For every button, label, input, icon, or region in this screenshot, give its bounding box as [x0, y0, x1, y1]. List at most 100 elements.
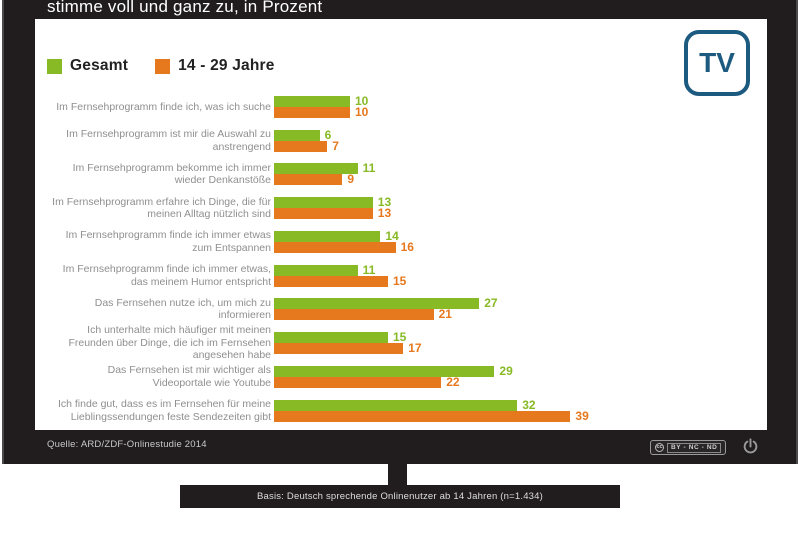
chart-row: Das Fernsehen ist mir wichtiger als Vide… [47, 360, 759, 394]
tv-stand-base: Basis: Deutsch sprechende Onlinenutzer a… [180, 485, 620, 508]
value-label: 29 [499, 363, 513, 378]
category-label: Ich finde gut, dass es im Fernsehen für … [57, 398, 271, 423]
bar-pair: 11 15 [274, 262, 407, 288]
value-label: 14 [385, 228, 399, 243]
legend-label: 14 - 29 Jahre [178, 57, 275, 74]
chart-row: Im Fernsehprogramm bekomme ich immer wie… [47, 158, 759, 192]
value-label: 27 [484, 296, 498, 311]
cc-icon: cc [655, 443, 664, 452]
value-label: 11 [362, 262, 376, 277]
tv-logo-text: TV [699, 47, 735, 78]
category-label: Im Fernsehprogramm bekomme ich immer wie… [72, 161, 271, 187]
legend-item-14-29-jahre: 14 - 29 Jahre [155, 57, 275, 75]
value-label: 7 [332, 138, 339, 153]
legend-item-gesamt: Gesamt [47, 57, 128, 75]
bar-pair: 15 17 [274, 330, 422, 356]
value-label: 15 [393, 330, 407, 345]
bar-gesamt [274, 332, 388, 344]
value-label: 13 [377, 195, 392, 210]
bar-gesamt [274, 365, 495, 377]
bar-line: 10 [274, 104, 369, 119]
page-title: stimme voll und ganz zu, in Prozent [47, 0, 323, 16]
category-label: Im Fernsehprogramm finde ich immer etwas… [65, 229, 271, 254]
cc-license-badge[interactable]: cc BY - NC - ND [650, 440, 727, 455]
bar-14-29-jahre [274, 241, 396, 253]
value-label: 16 [400, 239, 414, 254]
value-label: 9 [347, 172, 355, 187]
bar-line: 27 [274, 296, 498, 311]
bar-pair: 29 22 [274, 363, 513, 389]
bar-pair: 13 13 [274, 195, 392, 221]
bar-14-29-jahre [274, 174, 343, 186]
category-label: Im Fernsehprogramm finde ich immer etwas… [62, 263, 271, 288]
chart-legend: Gesamt 14 - 29 Jahre [47, 57, 275, 75]
bar-line: 29 [274, 363, 513, 378]
value-label: 10 [355, 104, 369, 119]
bar-gesamt [274, 230, 381, 242]
bar-gesamt [274, 163, 358, 175]
value-label: 17 [408, 341, 422, 356]
bar-line: 21 [274, 307, 498, 322]
bar-line: 22 [274, 374, 513, 389]
tv-logo: TV [684, 30, 750, 96]
bar-gesamt [274, 298, 480, 310]
tv-frame: stimme voll und ganz zu, in Prozent Gesa… [2, 0, 798, 464]
bar-14-29-jahre [274, 106, 350, 118]
bar-line: 15 [274, 330, 422, 345]
chart-row: Ich unterhalte mich häufiger mit meinen … [47, 324, 759, 362]
chart-row: Im Fernsehprogramm finde ich immer etwas… [47, 225, 759, 259]
bar-line: 14 [274, 228, 414, 243]
power-icon [743, 438, 758, 454]
category-label: Das Fernsehen ist mir wichtiger als Vide… [107, 364, 271, 389]
category-label: Im Fernsehprogramm finde ich, was ich su… [56, 100, 271, 113]
bar-line: 39 [274, 408, 589, 423]
chart-row: Im Fernsehprogramm finde ich immer etwas… [47, 259, 759, 293]
value-label: 13 [377, 206, 392, 221]
bar-gesamt [274, 95, 350, 107]
cc-license-text: BY - NC - ND [667, 442, 722, 453]
value-label: 11 [362, 161, 376, 176]
bar-line: 9 [274, 172, 375, 187]
category-label: Im Fernsehprogramm erfahre ich Dinge, di… [52, 195, 271, 221]
bar-gesamt [274, 129, 320, 141]
bar-pair: 10 10 [274, 93, 369, 119]
chart-row: Ich finde gut, dass es im Fernsehen für … [47, 394, 759, 428]
bar-line: 13 [274, 206, 392, 221]
bar-pair: 14 16 [274, 228, 414, 254]
bar-line: 11 [274, 262, 406, 277]
bar-14-29-jahre [274, 275, 388, 287]
bar-14-29-jahre [274, 309, 434, 321]
bar-gesamt [274, 197, 373, 209]
value-label: 15 [393, 273, 407, 288]
bar-line: 16 [274, 239, 414, 254]
bar-pair: 32 39 [274, 399, 589, 423]
value-label: 10 [355, 93, 369, 108]
bar-14-29-jahre [274, 376, 442, 388]
legend-swatch-green-icon [47, 58, 62, 74]
chart-row: Im Fernsehprogramm ist mir die Auswahl z… [47, 124, 759, 158]
bar-line: 17 [274, 341, 422, 356]
bar-pair: 11 9 [274, 161, 376, 187]
source-note: Quelle: ARD/ZDF-Onlinestudie 2014 [47, 439, 207, 450]
value-label: 22 [446, 374, 460, 389]
value-label: 21 [438, 307, 452, 322]
bar-14-29-jahre [274, 140, 328, 152]
chart-rows: Im Fernsehprogramm finde ich, was ich su… [47, 90, 759, 428]
category-label: Ich unterhalte mich häufiger mit meinen … [68, 324, 271, 362]
legend-label: Gesamt [70, 57, 129, 74]
bar-line: 7 [274, 138, 339, 153]
bar-14-29-jahre [274, 410, 571, 422]
bar-line: 6 [274, 129, 339, 141]
bar-14-29-jahre [274, 343, 404, 355]
category-label: Das Fernsehen nutze ich, um mich zu info… [94, 296, 271, 322]
bar-line: 11 [274, 161, 376, 176]
chart-screen: Gesamt 14 - 29 Jahre TV Im Fernsehprogra… [35, 19, 767, 430]
category-label: Im Fernsehprogramm ist mir die Auswahl z… [66, 128, 271, 153]
chart-row: Das Fernsehen nutze ich, um mich zu info… [47, 293, 759, 327]
bar-line: 15 [274, 273, 407, 288]
value-label: 39 [575, 408, 589, 423]
bar-pair: 27 21 [274, 296, 498, 322]
bar-gesamt [274, 399, 518, 411]
